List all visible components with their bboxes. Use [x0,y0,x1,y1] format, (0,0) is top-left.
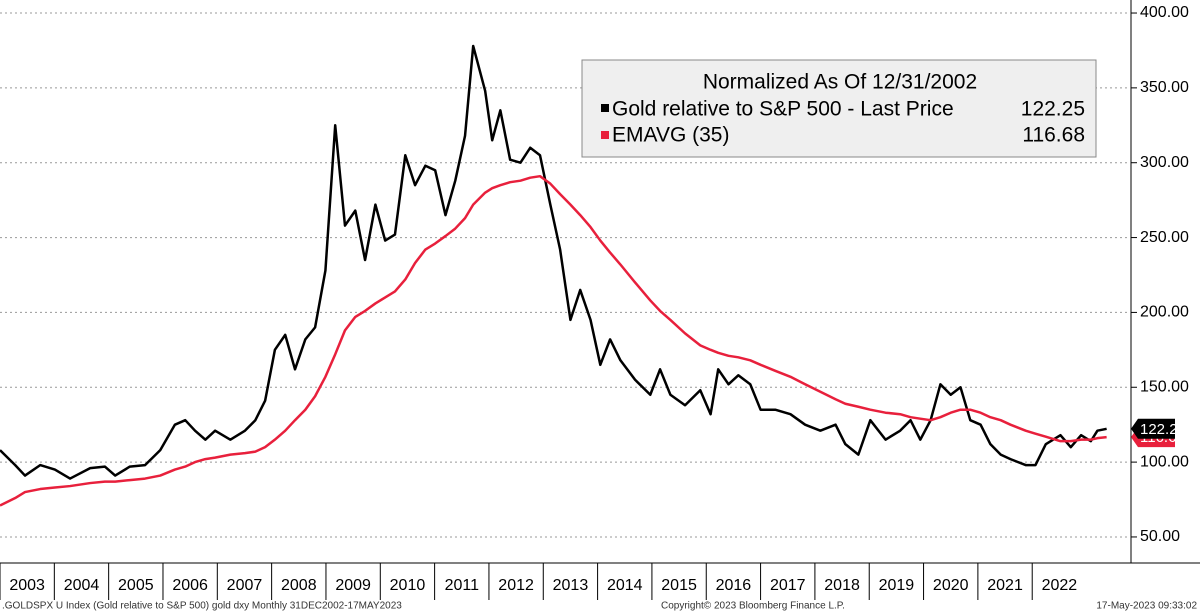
x-tick-label: 2014 [607,577,643,594]
x-tick-label: 2017 [770,577,806,594]
source-note: .GOLDSPX U Index (Gold relative to S&P 5… [2,601,402,612]
x-tick-label: 2021 [987,577,1023,594]
axes: 50.00 100.00 150.00 200.00 250.00 300.00 350.0… [0,4,1189,600]
x-tick-label: 2006 [172,577,208,594]
series-line [0,174,1107,507]
x-tick-label: 2020 [933,577,969,594]
legend-label: Gold relative to S&P 500 - Last Price [612,98,954,121]
plot [0,44,1107,507]
legend-swatch [601,104,609,112]
x-tick-label: 2010 [390,577,426,594]
copyright: Copyright© 2023 Bloomberg Finance L.P. [661,601,845,612]
legend-swatch [601,131,609,139]
series-line [0,44,1107,480]
x-tick-label: 2019 [879,577,915,594]
y-tick-label: 350.00 [1140,79,1189,96]
x-tick-label: 2015 [661,577,697,594]
x-tick-label: 2016 [716,577,752,594]
x-tick-label: 2012 [498,577,534,594]
x-tick-label: 2009 [335,577,371,594]
y-tick-label: 50.00 [1140,528,1180,545]
legend-box [581,59,1097,158]
value-tag [1131,418,1175,439]
y-tick-label: 250.00 [1140,229,1189,246]
y-tick-label: 300.00 [1140,154,1189,171]
x-tick-label: 2013 [553,577,589,594]
y-tick-label: 200.00 [1140,304,1189,321]
x-tick-label: 2003 [9,577,45,594]
x-tick-label: 2007 [227,577,263,594]
x-tick-label: 2011 [445,577,480,594]
x-tick-label: 2018 [824,577,860,594]
value-tag-label: 122.25 [1140,421,1186,438]
legend-value: 116.68 [1022,124,1085,147]
legend: Normalized As Of 12/31/2002 Gold relativ… [581,59,1097,158]
y-tick-label: 400.00 [1140,4,1189,21]
x-tick-label: 2022 [1042,577,1078,594]
timestamp: 17-May-2023 09:33:02 [1096,601,1197,612]
x-tick-label: 2008 [281,577,317,594]
legend-title: Normalized As Of 12/31/2002 [703,71,977,94]
x-tick-label: 2005 [118,577,154,594]
y-tick-label: 100.00 [1140,453,1189,470]
grid [0,12,1130,538]
legend-value: 122.25 [1021,98,1085,121]
x-tick-label: 2004 [64,577,100,594]
legend-label: EMAVG (35) [612,124,729,147]
y-tick-label: 150.00 [1140,378,1189,395]
